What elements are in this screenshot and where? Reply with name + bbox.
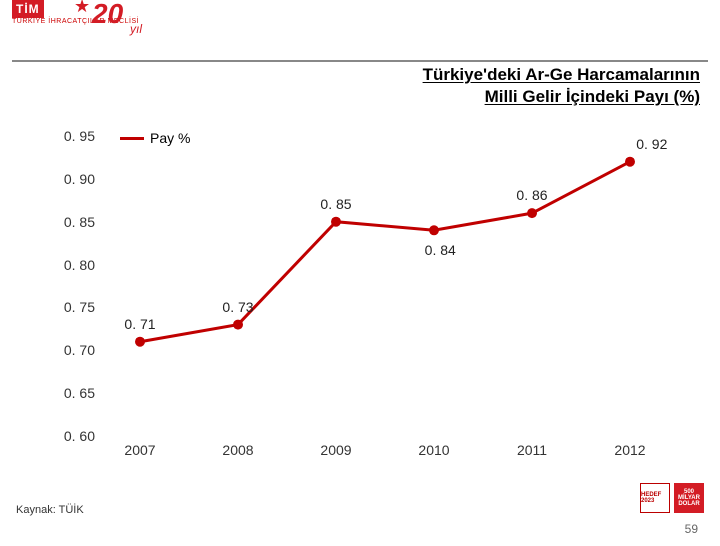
star-icon: ★ (74, 0, 90, 17)
y-tick-label: 0. 65 (40, 385, 95, 401)
data-point-label: 0. 73 (222, 299, 253, 315)
page-number: 59 (685, 522, 698, 536)
tim-logo: TİM TÜRKİYE İHRACATÇILAR MECLİSİ ★ 20 yı… (12, 0, 172, 56)
hedef-badge: HEDEF 2023 (640, 483, 670, 513)
line-path (100, 136, 670, 436)
x-tick-label: 2008 (208, 442, 268, 458)
x-tick-label: 2010 (404, 442, 464, 458)
x-tick-label: 2007 (110, 442, 170, 458)
title-line-2: Milli Gelir İçindeki Payı (%) (485, 87, 700, 106)
y-tick-label: 0. 75 (40, 299, 95, 315)
y-tick-label: 0. 90 (40, 171, 95, 187)
y-tick-label: 0. 85 (40, 214, 95, 230)
data-point-label: 0. 92 (636, 136, 667, 152)
slide-header: TİM TÜRKİYE İHRACATÇILAR MECLİSİ ★ 20 yı… (12, 6, 708, 62)
tim-abbr: TİM (12, 0, 44, 18)
anniversary-word: yıl (130, 22, 142, 36)
y-tick-label: 0. 95 (40, 128, 95, 144)
slide-title: Türkiye'deki Ar-Ge Harcamalarının Milli … (423, 64, 700, 108)
plot-area: 20070. 7120080. 7320090. 8520100. 842011… (100, 136, 670, 436)
data-point-label: 0. 84 (425, 242, 456, 258)
x-tick-label: 2009 (306, 442, 366, 458)
source-label: Kaynak: TÜİK (16, 504, 84, 516)
x-tick-label: 2012 (600, 442, 660, 458)
data-point-label: 0. 85 (320, 196, 351, 212)
anniversary-number: 20 (92, 0, 123, 30)
data-point-label: 0. 86 (516, 187, 547, 203)
y-tick-label: 0. 60 (40, 428, 95, 444)
y-tick-label: 0. 80 (40, 257, 95, 273)
x-tick-label: 2011 (502, 442, 562, 458)
dolar-badge: 500 MİLYAR DOLAR (674, 483, 704, 513)
y-tick-label: 0. 70 (40, 342, 95, 358)
corner-badges: HEDEF 2023 500 MİLYAR DOLAR (634, 478, 704, 518)
data-point-label: 0. 71 (124, 316, 155, 332)
line-chart: Pay % 0. 600. 650. 700. 750. 800. 850. 9… (40, 136, 680, 466)
title-line-1: Türkiye'deki Ar-Ge Harcamalarının (423, 65, 700, 84)
